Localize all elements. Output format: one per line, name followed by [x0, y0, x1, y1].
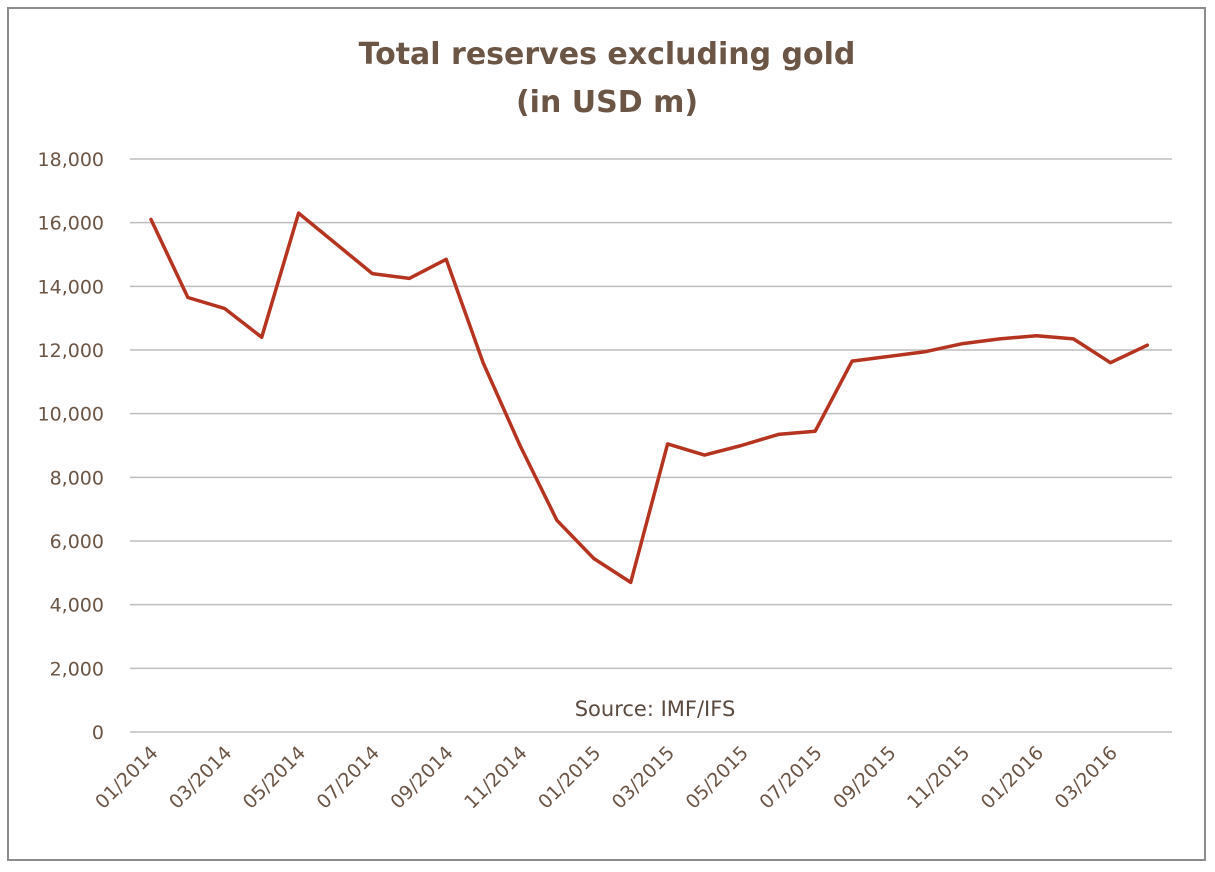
x-tick-label: 05/2015: [682, 742, 753, 813]
y-tick-label: 16,000: [38, 213, 104, 235]
y-tick-label: 2,000: [50, 658, 104, 680]
x-tick-label: 09/2015: [829, 742, 900, 813]
y-tick-label: 0: [92, 722, 104, 744]
y-tick-label: 14,000: [38, 276, 104, 298]
y-tick-label: 12,000: [38, 340, 104, 362]
x-tick-label: 07/2014: [313, 742, 384, 813]
x-tick-label: 09/2014: [386, 742, 457, 813]
x-tick-label: 07/2015: [755, 742, 826, 813]
x-axis-ticks: 01/2014 03/2014 05/2014 07/2014 09/2014 11/20…: [91, 742, 1122, 813]
x-tick-label: 01/2016: [977, 742, 1048, 813]
y-tick-label: 18,000: [38, 149, 104, 171]
series-line: [149, 211, 1150, 585]
series-layer: [149, 211, 1150, 585]
y-tick-label: 8,000: [50, 467, 104, 489]
y-tick-label: 4,000: [50, 595, 104, 617]
x-tick-label: 05/2014: [239, 742, 310, 813]
x-tick-label: 03/2014: [165, 742, 236, 813]
x-tick-label: 11/2014: [460, 742, 531, 813]
y-axis-ticks: 0 2,000 4,000 6,000 8,000 10,000 12,000 14,000 1…: [38, 149, 104, 744]
chart-subtitle: (in USD m): [516, 85, 698, 120]
x-tick-label: 11/2015: [903, 742, 974, 813]
y-tick-label: 6,000: [50, 531, 104, 553]
x-tick-label: 03/2015: [608, 742, 679, 813]
gridlines: [130, 158, 1172, 733]
x-tick-label: 01/2015: [534, 742, 605, 813]
chart-title: Total reserves excluding gold: [359, 37, 856, 72]
x-tick-label: 01/2014: [91, 742, 162, 813]
y-tick-label: 10,000: [38, 404, 104, 426]
chart-frame: [7, 7, 1206, 861]
x-tick-label: 03/2016: [1051, 742, 1122, 813]
source-annotation: Source: IMF/IFS: [575, 697, 736, 721]
